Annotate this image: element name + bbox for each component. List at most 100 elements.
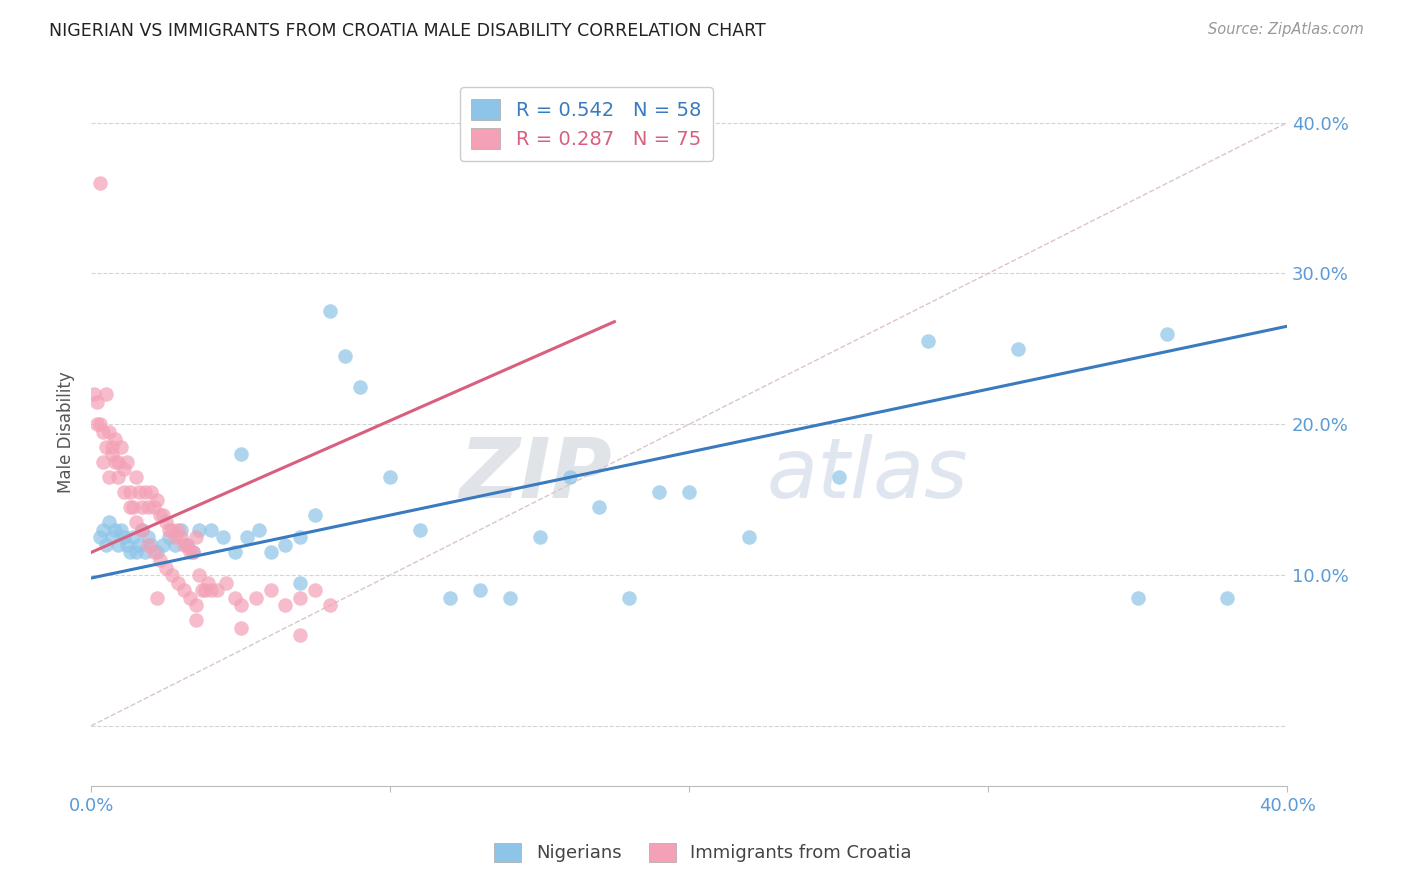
Point	[86, 417, 108, 432]
Point	[439, 591, 461, 605]
Point	[146, 492, 169, 507]
Point	[101, 447, 124, 461]
Point	[157, 523, 180, 537]
Point	[131, 523, 153, 537]
Point	[197, 575, 219, 590]
Point	[136, 538, 159, 552]
Point	[499, 591, 522, 605]
Point	[179, 591, 201, 605]
Point	[136, 530, 159, 544]
Point	[134, 485, 156, 500]
Point	[98, 515, 121, 529]
Point	[619, 591, 641, 605]
Point	[245, 591, 267, 605]
Point	[157, 530, 180, 544]
Point	[107, 470, 129, 484]
Point	[134, 545, 156, 559]
Point	[166, 575, 188, 590]
Point	[173, 583, 195, 598]
Point	[91, 425, 114, 439]
Point	[588, 500, 610, 515]
Point	[136, 500, 159, 515]
Point	[304, 583, 326, 598]
Point	[290, 575, 312, 590]
Point	[1126, 591, 1149, 605]
Point	[179, 545, 201, 559]
Point	[112, 485, 135, 500]
Point	[118, 545, 141, 559]
Point	[104, 523, 127, 537]
Point	[107, 455, 129, 469]
Text: NIGERIAN VS IMMIGRANTS FROM CROATIA MALE DISABILITY CORRELATION CHART: NIGERIAN VS IMMIGRANTS FROM CROATIA MALE…	[49, 22, 766, 40]
Point	[229, 447, 252, 461]
Point	[149, 508, 172, 522]
Point	[101, 530, 124, 544]
Point	[149, 553, 172, 567]
Point	[229, 598, 252, 612]
Point	[247, 523, 270, 537]
Point	[274, 598, 297, 612]
Point	[170, 523, 193, 537]
Point	[290, 591, 312, 605]
Point	[155, 560, 177, 574]
Point	[224, 591, 246, 605]
Point	[290, 530, 312, 544]
Point	[83, 387, 105, 401]
Text: ZIP: ZIP	[458, 434, 612, 515]
Point	[104, 455, 127, 469]
Point	[160, 523, 183, 537]
Point	[115, 455, 138, 469]
Point	[304, 508, 326, 522]
Point	[163, 530, 186, 544]
Point	[115, 538, 138, 552]
Point	[184, 598, 207, 612]
Point	[176, 538, 198, 552]
Y-axis label: Male Disability: Male Disability	[58, 371, 75, 492]
Text: atlas: atlas	[766, 434, 969, 515]
Point	[131, 500, 153, 515]
Point	[94, 387, 117, 401]
Point	[181, 545, 204, 559]
Point	[176, 538, 198, 552]
Point	[235, 530, 257, 544]
Point	[184, 613, 207, 627]
Point	[155, 515, 177, 529]
Point	[122, 530, 145, 544]
Point	[319, 304, 342, 318]
Point	[205, 583, 228, 598]
Point	[98, 425, 121, 439]
Legend: R = 0.542   N = 58, R = 0.287   N = 75: R = 0.542 N = 58, R = 0.287 N = 75	[460, 87, 713, 161]
Point	[259, 583, 281, 598]
Point	[152, 508, 174, 522]
Point	[1216, 591, 1239, 605]
Point	[187, 523, 209, 537]
Point	[131, 523, 153, 537]
Point	[128, 538, 150, 552]
Point	[224, 545, 246, 559]
Point	[166, 523, 188, 537]
Point	[170, 530, 193, 544]
Point	[319, 598, 342, 612]
Point	[274, 538, 297, 552]
Point	[211, 530, 233, 544]
Point	[529, 530, 551, 544]
Point	[125, 470, 148, 484]
Point	[89, 176, 111, 190]
Point	[678, 485, 700, 500]
Point	[110, 440, 132, 454]
Point	[184, 530, 207, 544]
Point	[94, 440, 117, 454]
Point	[125, 545, 148, 559]
Point	[187, 568, 209, 582]
Point	[229, 621, 252, 635]
Point	[122, 500, 145, 515]
Point	[118, 500, 141, 515]
Point	[558, 470, 581, 484]
Point	[89, 530, 111, 544]
Point	[101, 440, 124, 454]
Point	[94, 538, 117, 552]
Point	[173, 538, 195, 552]
Point	[1007, 342, 1029, 356]
Point	[91, 523, 114, 537]
Point	[200, 583, 222, 598]
